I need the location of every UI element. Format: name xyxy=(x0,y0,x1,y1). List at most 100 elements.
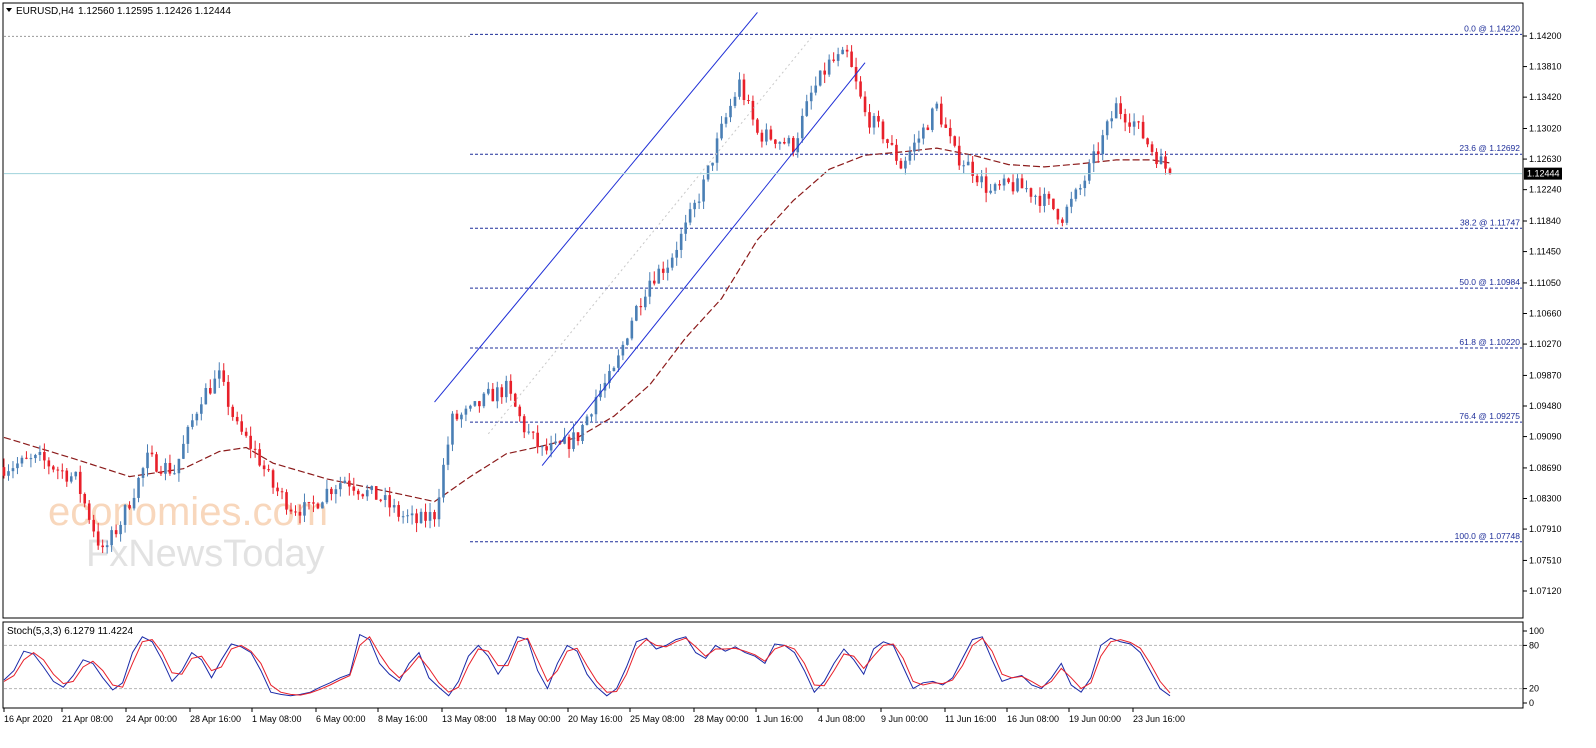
candle-body xyxy=(244,431,248,436)
stoch-panel-frame xyxy=(2,621,1524,709)
candle-body xyxy=(325,488,329,503)
stoch-signal-line xyxy=(3,636,1171,696)
candle-body xyxy=(271,470,275,488)
candle-body xyxy=(877,115,880,122)
candle-body xyxy=(617,355,620,368)
candle-body xyxy=(446,444,450,465)
time-axis[interactable]: 16 Apr 2020 21 Apr 08:00 24 Apr 00:00 28 Ap… xyxy=(3,708,1185,724)
candle-body xyxy=(904,160,907,169)
candle-body xyxy=(92,519,95,532)
symbol-dropdown-icon[interactable] xyxy=(6,8,12,12)
candle-body xyxy=(374,486,378,500)
candle-body xyxy=(1038,195,1042,206)
candle-body xyxy=(401,516,405,518)
candle-body xyxy=(455,413,459,420)
candle-body xyxy=(818,70,822,86)
candle-body xyxy=(343,480,347,484)
candle-body xyxy=(34,454,37,459)
candle-body xyxy=(922,127,925,139)
candle-body xyxy=(545,446,548,451)
candle-body xyxy=(285,492,288,510)
candle-body xyxy=(155,454,158,472)
candle-body xyxy=(939,103,943,125)
candle-body xyxy=(657,268,661,284)
candle-body xyxy=(702,179,705,202)
time-tick-label: 16 Apr 2020 xyxy=(4,714,53,724)
candle-body xyxy=(1128,122,1131,127)
candle-body xyxy=(1052,198,1055,210)
channel-mid-line xyxy=(487,37,812,435)
candle-body xyxy=(114,530,118,535)
time-tick-label: 24 Apr 00:00 xyxy=(126,714,177,724)
time-tick-label: 9 Jun 00:00 xyxy=(881,714,928,724)
candle-body xyxy=(724,117,728,124)
candle-body xyxy=(437,497,441,520)
channel-lower-line[interactable] xyxy=(541,62,866,466)
candle-body xyxy=(989,190,992,193)
candle-body xyxy=(487,388,490,394)
candle-body xyxy=(778,142,782,144)
candle-body xyxy=(1114,103,1118,119)
candle-body xyxy=(549,443,553,451)
candle-body xyxy=(74,471,78,477)
candle-body xyxy=(69,476,73,482)
candle-body xyxy=(522,416,526,433)
candle-body xyxy=(859,81,862,97)
candle-body xyxy=(1047,193,1051,199)
candle-body xyxy=(298,511,302,516)
candle-body xyxy=(666,267,670,273)
candle-body xyxy=(424,511,427,521)
candle-body xyxy=(935,103,939,109)
candle-body xyxy=(231,406,235,417)
candle-body xyxy=(56,469,60,471)
time-tick-label: 19 Jun 00:00 xyxy=(1069,714,1121,724)
candle-body xyxy=(1137,121,1140,123)
candle-body xyxy=(626,338,629,345)
price-tick-label: 1.13810 xyxy=(1529,62,1562,72)
candle-body xyxy=(931,108,934,130)
candle-body xyxy=(1105,121,1109,136)
candle-body xyxy=(226,381,230,407)
candle-body xyxy=(697,201,701,203)
candle-body xyxy=(1155,151,1158,165)
candle-body xyxy=(599,390,602,398)
candle-body xyxy=(899,160,903,169)
current-price-label: 1.12444 xyxy=(1527,169,1560,179)
candle-body xyxy=(388,495,391,508)
fibonacci-retracement[interactable]: 0.0 @ 1.14220 23.6 @ 1.12692 38.2 @ 1.1174… xyxy=(4,23,1522,543)
candle-body xyxy=(1123,113,1127,123)
candle-body xyxy=(1164,156,1167,169)
stochastic-oscillator: 100 80 20 0 xyxy=(3,626,1544,708)
candle-body xyxy=(78,471,82,495)
channel-upper-line[interactable] xyxy=(434,12,758,403)
candle-body xyxy=(177,458,181,474)
candle-body xyxy=(123,505,127,525)
candle-body xyxy=(966,161,970,166)
candle-body xyxy=(509,380,513,394)
candle-body xyxy=(339,483,342,490)
candle-body xyxy=(993,184,997,191)
candle-body xyxy=(307,502,311,504)
candle-body xyxy=(953,136,957,146)
candle-body xyxy=(688,209,692,223)
candle-body xyxy=(975,175,979,183)
candle-body xyxy=(25,457,28,459)
candle-body xyxy=(7,471,10,476)
candle-body xyxy=(738,79,741,97)
candle-body xyxy=(464,408,468,415)
time-tick-label: 28 Apr 16:00 xyxy=(190,714,241,724)
candle-body xyxy=(235,416,239,422)
candle-body xyxy=(491,388,495,402)
candle-body xyxy=(289,509,293,512)
candle-body xyxy=(513,393,517,407)
candle-body xyxy=(451,413,454,445)
price-axis[interactable]: 1.14200 1.13810 1.13420 1.13020 1.12630 1.122… xyxy=(1523,31,1562,596)
candle-body xyxy=(1159,156,1163,165)
candle-body xyxy=(845,49,849,52)
trend-channel[interactable] xyxy=(434,12,866,466)
price-panel-frame xyxy=(2,2,1524,619)
candle-body xyxy=(971,161,974,176)
candle-body xyxy=(957,145,961,166)
